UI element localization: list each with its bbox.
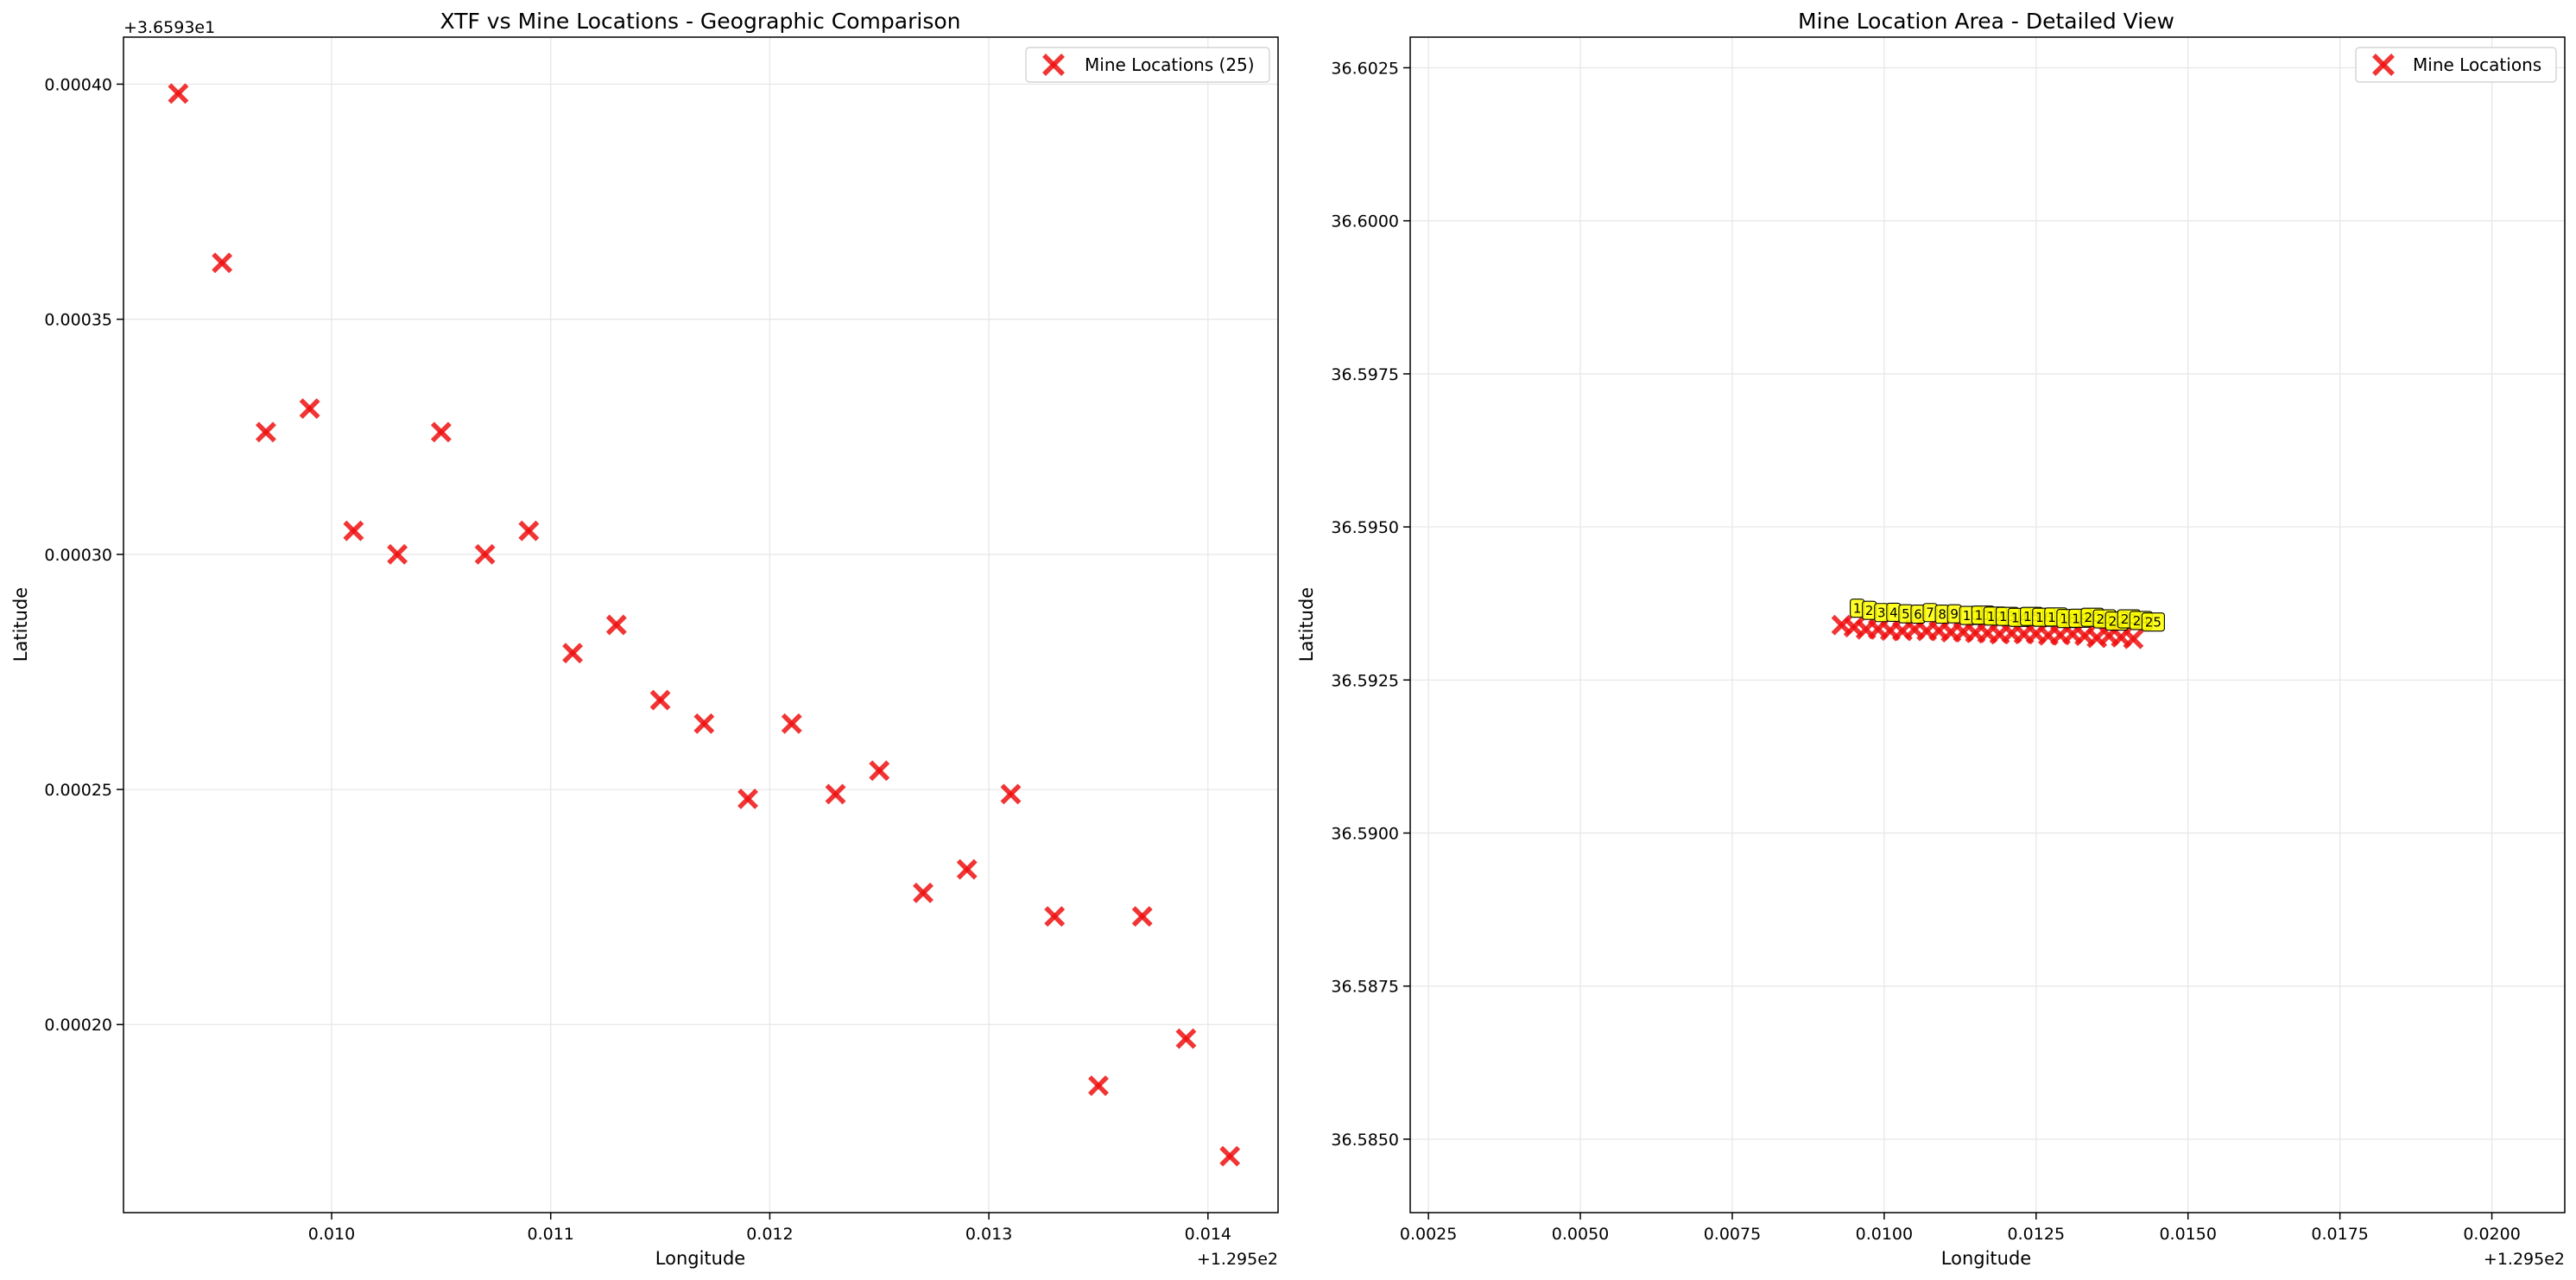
x-tick-label: 0.0125 xyxy=(2008,1225,2065,1244)
chart-title: Mine Location Area - Detailed View xyxy=(1798,9,2174,34)
mine-marker-10 xyxy=(562,643,584,664)
grid xyxy=(123,37,1278,1213)
mine-marker-7 xyxy=(430,421,452,443)
svg-text:6: 6 xyxy=(1914,607,1922,623)
x-offset-label: +1.295e2 xyxy=(1197,1250,1278,1269)
mine-marker-19 xyxy=(956,859,978,880)
x-tick-label: 0.011 xyxy=(528,1225,574,1244)
plot-area-frame xyxy=(1409,36,2566,1213)
legend-label: Mine Locations (25) xyxy=(1085,54,1255,75)
plot-area-frame xyxy=(123,36,1279,1213)
x-axis-ticks: 0.010 0.011 0.012 0.013 0.014 xyxy=(308,1213,1231,1244)
legend-box xyxy=(2355,47,2557,83)
mine-marker-5 xyxy=(343,520,364,542)
mine-number-label-25: 25 xyxy=(2141,612,2165,632)
mine-marker-20 xyxy=(1000,783,1022,805)
svg-text:7: 7 xyxy=(1926,605,1934,621)
svg-text:9: 9 xyxy=(1950,606,1959,622)
y-tick-label: 36.5925 xyxy=(1331,671,1399,690)
y-tick-label: 0.00020 xyxy=(44,1016,112,1035)
y-tick-label: 36.6025 xyxy=(1331,59,1399,78)
x-tick-label: 0.0050 xyxy=(1552,1225,1609,1244)
svg-text:8: 8 xyxy=(1938,607,1946,623)
y-axis-label: Latitude xyxy=(1296,587,1317,662)
mine-marker-21 xyxy=(1044,906,1066,927)
y-axis-ticks: 0.00020 0.00025 0.00030 0.00035 0.00040 xyxy=(44,75,123,1035)
svg-text:2: 2 xyxy=(1865,603,1874,618)
chart-title: XTF vs Mine Locations - Geographic Compa… xyxy=(440,9,961,34)
y-axis-label: Latitude xyxy=(10,587,31,662)
x-tick-label: 0.014 xyxy=(1185,1225,1231,1244)
mine-marker-1 xyxy=(168,83,189,105)
x-tick-label: 0.012 xyxy=(746,1225,793,1244)
y-tick-label: 36.5950 xyxy=(1331,518,1399,537)
x-tick-label: 0.0200 xyxy=(2463,1225,2520,1244)
x-tick-label: 0.013 xyxy=(965,1225,1012,1244)
legend-marker-x xyxy=(2372,54,2395,76)
x-tick-label: 0.0150 xyxy=(2159,1225,2216,1244)
svg-text:4: 4 xyxy=(1889,605,1898,620)
x-axis-label: Longitude xyxy=(655,1248,745,1269)
mine-markers xyxy=(1831,614,2144,650)
y-tick-label: 36.5975 xyxy=(1331,365,1399,384)
mine-marker-11 xyxy=(605,614,627,636)
legend-marker-x xyxy=(1042,54,1065,76)
mine-marker-22 xyxy=(1088,1075,1109,1096)
y-tick-label: 36.5875 xyxy=(1331,978,1399,997)
mine-marker-9 xyxy=(518,520,540,542)
mine-marker-13 xyxy=(693,713,715,734)
mine-marker-23 xyxy=(1131,906,1153,927)
mine-marker-4 xyxy=(299,398,320,420)
legend-marker-icon xyxy=(2372,54,2395,76)
y-tick-label: 0.00035 xyxy=(44,311,112,330)
x-tick-label: 0.0025 xyxy=(1400,1225,1457,1244)
mine-marker-25 xyxy=(1219,1145,1241,1167)
y-offset-label: +3.6593e1 xyxy=(123,18,215,37)
mine-marker-18 xyxy=(913,882,934,903)
mine-marker-8 xyxy=(474,543,496,565)
mine-marker-2 xyxy=(212,252,233,274)
legend-box xyxy=(1025,47,1270,83)
x-axis-label: Longitude xyxy=(1941,1248,2031,1269)
mine-marker-24 xyxy=(1175,1028,1197,1049)
mine-number-labels: 1 2 3 4 5 6 7 8 9 1011121314151617181920212223242… xyxy=(1850,599,2165,632)
y-tick-label: 36.6000 xyxy=(1331,212,1399,231)
mine-marker-3 xyxy=(255,421,276,443)
mine-markers xyxy=(168,83,1241,1167)
y-tick-label: 0.00030 xyxy=(44,546,112,565)
svg-text:3: 3 xyxy=(1877,605,1886,621)
svg-text:1: 1 xyxy=(1853,601,1862,617)
x-tick-label: 0.0100 xyxy=(1856,1225,1913,1244)
mine-marker-16 xyxy=(825,783,846,805)
mine-marker-6 xyxy=(387,543,408,565)
svg-text:5: 5 xyxy=(1902,606,1910,622)
legend: Mine Locations xyxy=(2355,47,2557,83)
mine-marker-17 xyxy=(869,760,890,782)
legend-label: Mine Locations xyxy=(2413,54,2541,75)
y-tick-label: 0.00040 xyxy=(44,75,112,94)
x-axis-ticks: 0.0025 0.0050 0.0075 0.0100 0.0125 0.0150 0.01… xyxy=(1400,1213,2521,1244)
y-axis-ticks: 36.5850 36.5875 36.5900 36.5925 36.5950 36.59… xyxy=(1331,59,1410,1150)
y-tick-label: 0.00025 xyxy=(44,781,112,800)
legend-marker-icon xyxy=(1042,54,1065,76)
mine-marker-12 xyxy=(649,689,671,711)
y-tick-label: 36.5900 xyxy=(1331,825,1399,844)
x-tick-label: 0.0175 xyxy=(2311,1225,2368,1244)
mine-marker-25 xyxy=(2123,628,2144,650)
svg-text:25: 25 xyxy=(2145,615,2161,630)
mine-number-label-6: 6 xyxy=(1910,605,1926,624)
y-tick-label: 36.5850 xyxy=(1331,1131,1399,1150)
x-offset-label: +1.295e2 xyxy=(2484,1250,2565,1269)
x-tick-label: 0.0075 xyxy=(1704,1225,1761,1244)
legend: Mine Locations (25) xyxy=(1025,47,1270,83)
mine-number-label-8: 8 xyxy=(1934,605,1950,624)
mine-number-label-5: 5 xyxy=(1898,604,1914,624)
chart-geographic-comparison: XTF vs Mine Locations - Geographic Compa… xyxy=(10,9,1279,1269)
x-tick-label: 0.010 xyxy=(308,1225,355,1244)
mine-number-label-2: 2 xyxy=(1862,600,1877,620)
mine-marker-14 xyxy=(737,788,758,809)
mine-marker-15 xyxy=(781,713,802,734)
